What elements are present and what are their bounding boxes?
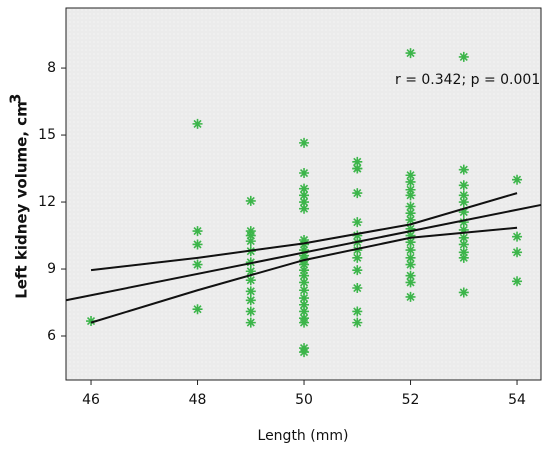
point — [299, 137, 310, 148]
y-tick-label: 8 — [47, 60, 56, 76]
x-tick-label: 48 — [189, 392, 207, 408]
point — [405, 291, 416, 302]
x-tick-label: 50 — [295, 392, 313, 408]
point — [352, 188, 363, 199]
point — [352, 252, 363, 263]
y-axis-label: Left kidney volume, cm — [13, 101, 31, 299]
point — [458, 180, 469, 191]
point — [245, 317, 256, 328]
point — [299, 299, 310, 310]
y-axis-title: Left kidney volume, cm 3 — [7, 94, 31, 299]
point — [405, 270, 416, 281]
point — [245, 195, 256, 206]
y-tick-label: 15 — [38, 127, 56, 143]
point — [192, 259, 203, 270]
point — [86, 316, 97, 327]
point — [352, 245, 363, 256]
point — [405, 208, 416, 219]
point — [299, 347, 310, 358]
point — [299, 190, 310, 201]
point — [192, 226, 203, 237]
point — [299, 317, 310, 328]
point — [405, 201, 416, 212]
point — [405, 277, 416, 288]
point — [299, 183, 310, 194]
point — [352, 317, 363, 328]
point — [405, 259, 416, 270]
point — [512, 174, 523, 185]
point — [245, 275, 256, 286]
point — [512, 247, 523, 258]
point — [245, 306, 256, 317]
point — [458, 232, 469, 243]
point — [458, 190, 469, 201]
point — [405, 176, 416, 187]
point — [299, 306, 310, 317]
point — [192, 304, 203, 315]
point — [245, 286, 256, 297]
x-tick-label: 46 — [82, 392, 100, 408]
point — [299, 265, 310, 276]
point — [245, 295, 256, 306]
y-tick-label: 12 — [38, 194, 56, 210]
point — [405, 190, 416, 201]
point — [245, 230, 256, 241]
y-axis-superscript: 3 — [7, 94, 25, 104]
point — [405, 230, 416, 241]
point — [299, 168, 310, 179]
point — [299, 245, 310, 256]
point — [458, 51, 469, 62]
point — [299, 277, 310, 288]
point — [405, 214, 416, 225]
point — [405, 237, 416, 248]
point — [458, 207, 469, 218]
x-axis-label: Length (mm) — [258, 428, 349, 444]
point — [299, 285, 310, 296]
x-tick-label: 54 — [508, 392, 526, 408]
point — [458, 239, 469, 250]
point — [192, 239, 203, 250]
point — [512, 231, 523, 242]
point — [512, 276, 523, 287]
point — [352, 217, 363, 228]
y-tick-label: 6 — [47, 328, 56, 344]
point — [405, 170, 416, 181]
point — [299, 293, 310, 304]
point — [405, 223, 416, 234]
point — [352, 156, 363, 167]
point — [192, 118, 203, 129]
point — [299, 270, 310, 281]
point — [245, 266, 256, 277]
point — [352, 265, 363, 276]
point — [458, 217, 469, 228]
point — [352, 230, 363, 241]
annotation: r = 0.342; p = 0.001 — [395, 72, 540, 88]
fit-line — [65, 203, 542, 302]
point — [405, 245, 416, 256]
point — [405, 184, 416, 195]
x-tick-label: 52 — [402, 392, 420, 408]
point — [458, 287, 469, 298]
point — [458, 164, 469, 175]
point — [458, 224, 469, 235]
point — [299, 197, 310, 208]
point — [458, 247, 469, 258]
y-tick-label: 9 — [47, 261, 56, 277]
point — [299, 239, 310, 250]
point — [458, 197, 469, 208]
point — [299, 203, 310, 214]
point — [352, 306, 363, 317]
point — [405, 252, 416, 263]
point — [299, 259, 310, 270]
point — [405, 48, 416, 59]
point — [245, 236, 256, 247]
confidence-line — [90, 226, 518, 324]
point — [352, 163, 363, 174]
point — [458, 252, 469, 263]
point — [352, 283, 363, 294]
confidence-line — [90, 192, 518, 272]
